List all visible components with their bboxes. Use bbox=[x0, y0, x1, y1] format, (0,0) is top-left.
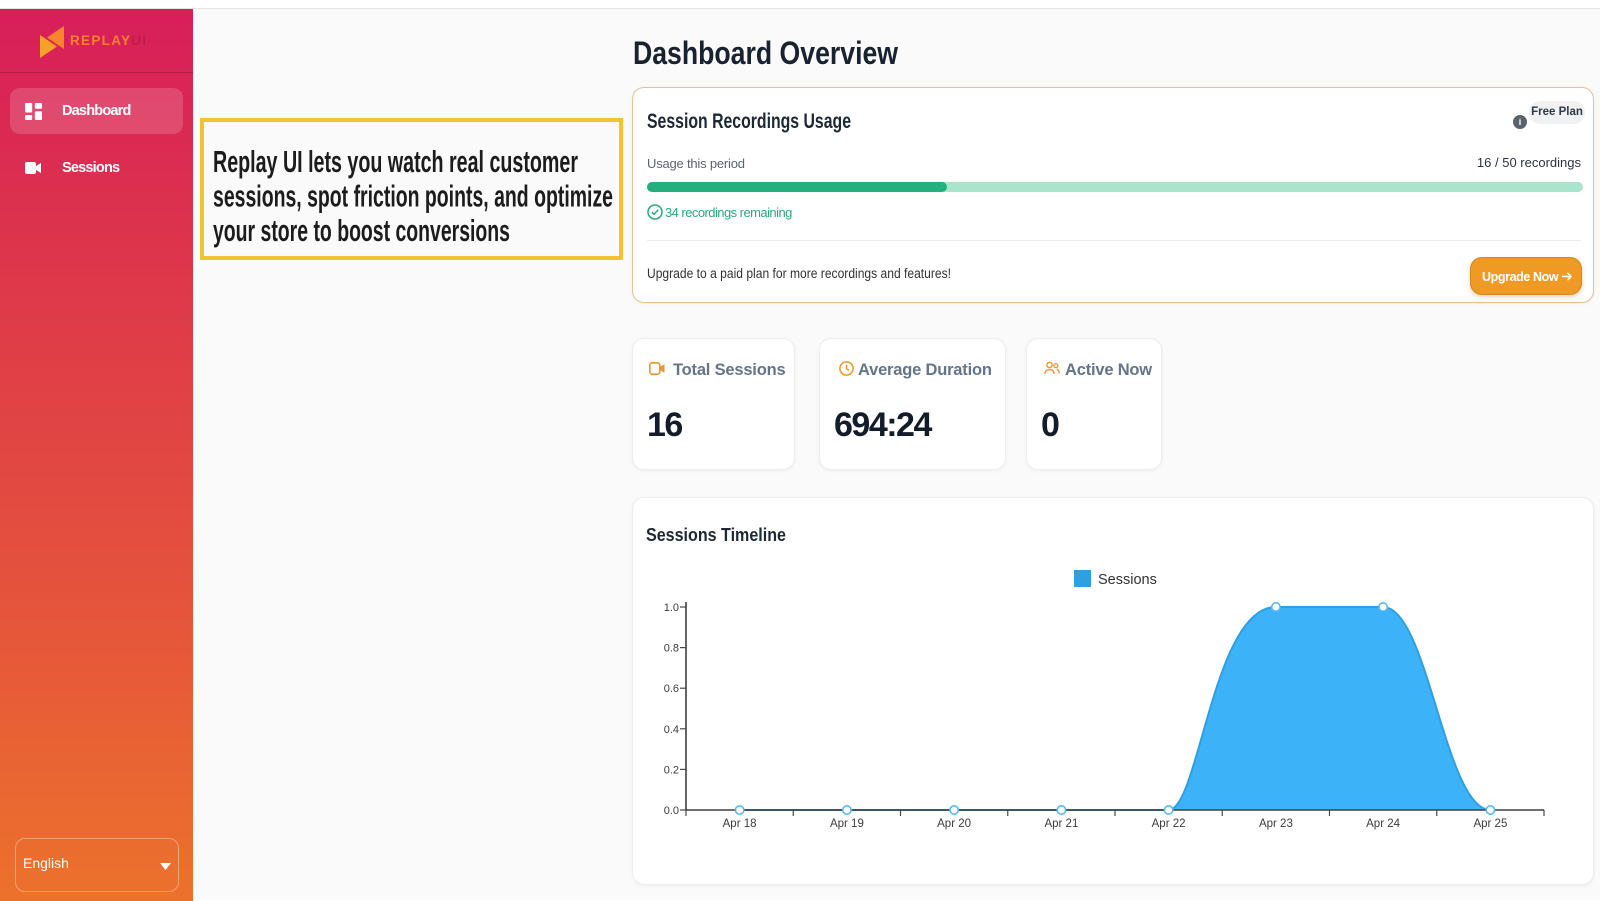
svg-text:0.2: 0.2 bbox=[664, 764, 679, 776]
svg-text:Replay UI lets you watch real: Replay UI lets you watch real customer bbox=[213, 144, 578, 179]
svg-text:0.6: 0.6 bbox=[664, 683, 679, 695]
svg-text:Dashboard Overview: Dashboard Overview bbox=[633, 40, 898, 71]
svg-text:Apr 23: Apr 23 bbox=[1259, 818, 1293, 830]
svg-text:0.8: 0.8 bbox=[664, 643, 679, 655]
svg-text:Apr 19: Apr 19 bbox=[830, 818, 864, 830]
svg-text:Apr 20: Apr 20 bbox=[937, 818, 971, 830]
svg-text:sessions, spot friction points: sessions, spot friction points, and opti… bbox=[213, 179, 613, 214]
svg-text:your store to boost conversion: your store to boost conversions bbox=[213, 213, 510, 248]
svg-text:Apr 21: Apr 21 bbox=[1044, 818, 1078, 830]
svg-text:Apr 25: Apr 25 bbox=[1473, 818, 1507, 830]
svg-text:0.0: 0.0 bbox=[664, 805, 679, 817]
svg-text:Apr 22: Apr 22 bbox=[1152, 818, 1186, 830]
svg-text:0.4: 0.4 bbox=[664, 724, 679, 736]
svg-text:Sessions: Sessions bbox=[1098, 572, 1157, 588]
svg-text:Upgrade to a paid plan for mor: Upgrade to a paid plan for more recordin… bbox=[647, 266, 951, 281]
svg-text:Sessions Timeline: Sessions Timeline bbox=[646, 525, 786, 545]
svg-text:Apr 24: Apr 24 bbox=[1366, 818, 1400, 830]
svg-text:Apr 18: Apr 18 bbox=[723, 818, 757, 830]
svg-text:Session Recordings Usage: Session Recordings Usage bbox=[647, 110, 851, 133]
svg-text:1.0: 1.0 bbox=[664, 602, 679, 614]
